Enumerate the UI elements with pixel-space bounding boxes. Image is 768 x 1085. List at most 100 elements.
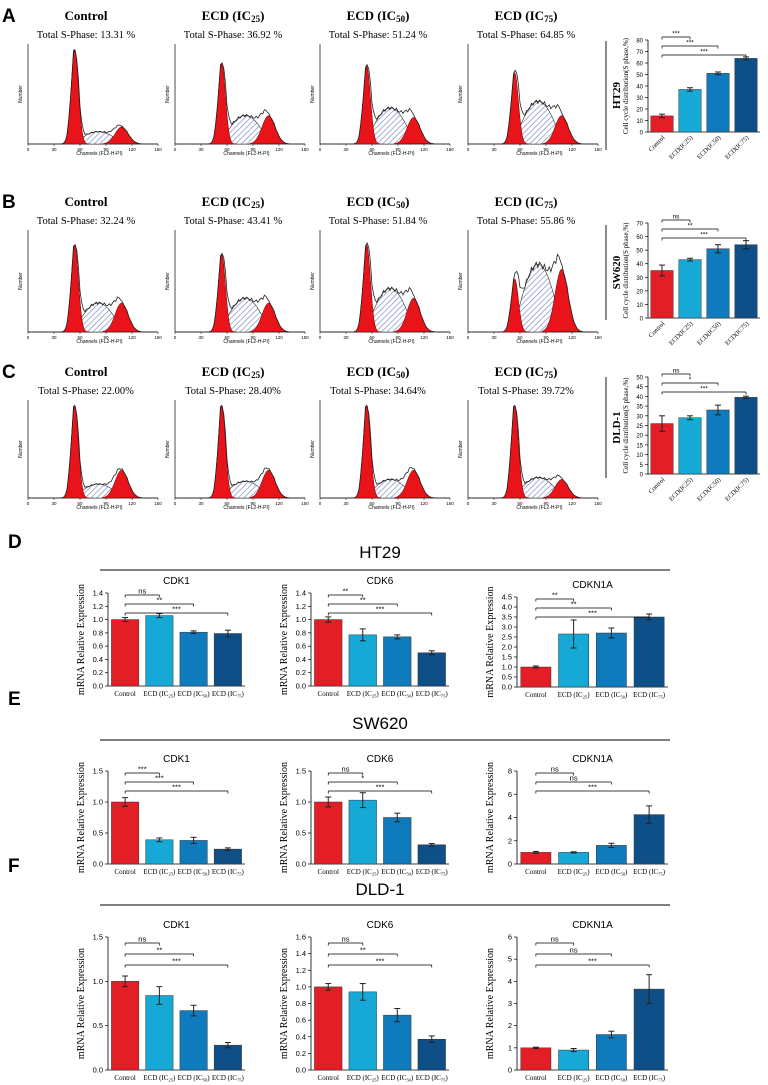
histogram-x-tick-label: 60 xyxy=(224,501,230,506)
histogram-x-tick-label: 90 xyxy=(103,501,109,506)
bar-1 xyxy=(348,634,377,687)
histogram-x-tick-label: 60 xyxy=(517,335,523,340)
histogram-A-2: ECD (IC50) Total S-Phase: 51.24 % 0 30 60 90 1… xyxy=(310,8,454,157)
histogram-x-axis-label: Channels (FL2-H-PI) xyxy=(76,339,122,345)
histogram-title-subscript: 25 xyxy=(251,370,261,380)
histogram-x-tick-label: 60 xyxy=(224,147,230,152)
histogram-x-axis-label: Channels (FL2-H-PI) xyxy=(76,505,122,511)
chart-y-tick-label: 0.8 xyxy=(93,628,103,637)
chart-y-tick-label: 1.0 xyxy=(93,798,103,807)
bar-chart-E-cdk1: CDK1 0.0 0.5 1.0 1.5 mRNA Relative Expression… xyxy=(76,754,245,877)
chart-category-subscript: 50 xyxy=(620,1078,625,1083)
chart-y-axis-label: mRNA Relative Expression xyxy=(279,948,290,1059)
histogram-title: ECD (IC25) xyxy=(202,364,265,380)
histogram-envelope xyxy=(468,253,598,333)
cell-line-label-B: SW620 xyxy=(611,255,623,289)
chart-category-subscript: 25 xyxy=(168,694,173,699)
histogram-x-tick-label: 60 xyxy=(77,501,83,506)
chart-category-close: ) xyxy=(376,690,379,698)
histogram-x-tick-label: 150 xyxy=(301,147,309,152)
significance-label-3: *** xyxy=(172,783,181,792)
bar-chart-F-cdkn1a: CDKN1A 0 1 2 3 4 5 6 mRNA Relative Expression Con… xyxy=(485,920,668,1083)
chart-category-label: ECD (IC50) xyxy=(178,868,211,877)
significance-label-2: ns xyxy=(570,774,578,783)
chart-y-tick-label: 0.6 xyxy=(296,1016,306,1025)
chart-category-close: ) xyxy=(625,691,628,699)
significance-label-1: ** xyxy=(552,591,558,600)
chart-y-tick-label: 2 xyxy=(508,1021,512,1030)
histogram-x-axis-label: Channels (FL2-H-PI) xyxy=(368,339,414,345)
chart-y-tick-label: 0.0 xyxy=(93,860,103,869)
chart-category-label: Control xyxy=(318,868,339,876)
chart-y-tick-label: 0.2 xyxy=(296,668,306,677)
chart-category-subscript: 25 xyxy=(583,1078,588,1083)
chart-category-subscript: 25 xyxy=(372,694,377,699)
chart-category-label: ECD (IC25) xyxy=(558,868,591,877)
histogram-title: Control xyxy=(64,194,107,209)
chart-category-subscript: 50 xyxy=(620,695,625,700)
significance-label-1: ns xyxy=(673,368,681,375)
chart-category-label: ECD (IC75) xyxy=(416,690,449,699)
histogram-title-close: ) xyxy=(260,8,264,23)
histogram-x-axis-label: Channels (FL2-H-PI) xyxy=(516,339,562,345)
histogram-x-tick-label: 30 xyxy=(491,147,497,152)
chart-category-label: ECD (IC75) xyxy=(416,868,449,877)
bar-chart-E-cdkn1a: CDKN1A 0 2 4 6 8 mRNA Relative Expression Contr… xyxy=(485,754,668,877)
histogram-x-tick-label: 0 xyxy=(174,147,177,152)
histogram-x-tick-label: 120 xyxy=(128,147,136,152)
chart-title: CDK1 xyxy=(163,920,190,931)
significance-label-3: *** xyxy=(700,49,708,56)
chart-y-tick-label: 0 xyxy=(640,131,644,137)
chart-y-axis-label: mRNA Relative Expression xyxy=(485,762,496,873)
chart-category-label: ECD (IC50) xyxy=(595,691,628,700)
panel-letter-A: A xyxy=(2,6,16,27)
significance-label-1: ns xyxy=(138,587,146,596)
significance-label-3: *** xyxy=(376,783,385,792)
chart-y-tick-label: 0.0 xyxy=(296,1066,306,1075)
chart-category-close: ) xyxy=(445,1074,448,1082)
chart-y-axis-label: mRNA Relative Expression xyxy=(279,762,290,873)
chart-y-tick-label: 15 xyxy=(636,443,643,449)
chart-y-tick-label: 0.0 xyxy=(296,682,306,691)
significance-label-2: ** xyxy=(360,946,366,955)
chart-category-subscript: 50 xyxy=(203,694,208,699)
bar-3 xyxy=(213,633,242,687)
chart-y-tick-label: 0.0 xyxy=(93,682,103,691)
chart-y-tick-label: 0.2 xyxy=(93,668,103,677)
significance-label-1: ns xyxy=(138,935,146,944)
chart-y-tick-label: 0.5 xyxy=(93,829,103,838)
bar-1 xyxy=(145,839,174,865)
chart-category-close: ) xyxy=(625,1074,628,1082)
histogram-y-axis-label: Number xyxy=(458,272,464,290)
chart-category-close: ) xyxy=(663,868,666,876)
histogram-envelope xyxy=(175,62,305,145)
bar-3 xyxy=(213,848,242,865)
chart-y-tick-label: 0.8 xyxy=(296,999,306,1008)
chart-category-label: ECD (IC25) xyxy=(347,690,380,699)
bar-3 xyxy=(417,844,446,865)
histogram-y-axis-label: Number xyxy=(18,440,24,458)
chart-y-tick-label: 0.4 xyxy=(296,1032,306,1041)
bar-chart-F-cdk1: CDK1 0.0 0.5 1.0 1.5 mRNA Relative Expression… xyxy=(76,920,245,1083)
significance-label-3: *** xyxy=(376,605,385,614)
chart-category-subscript: 25 xyxy=(372,872,377,877)
histogram-x-tick-label: 120 xyxy=(128,335,136,340)
chart-category-label: ECD (IC25) xyxy=(143,868,176,877)
chart-y-tick-label: 3.0 xyxy=(502,623,512,632)
histogram-x-tick-label: 30 xyxy=(198,147,204,152)
histogram-x-tick-label: 150 xyxy=(446,501,454,506)
bar-2 xyxy=(596,1034,627,1071)
histogram-x-tick-label: 150 xyxy=(301,501,309,506)
chart-category-label: ECD (IC50) xyxy=(595,1074,628,1083)
histogram-x-tick-label: 90 xyxy=(250,335,256,340)
bar-2 xyxy=(383,817,412,865)
histogram-y-axis-label: Number xyxy=(165,440,171,458)
chart-category-label: Control xyxy=(114,868,135,876)
bar-3 xyxy=(734,58,758,133)
cell-line-label-A: HT29 xyxy=(611,82,623,109)
chart-y-tick-label: 2.5 xyxy=(502,633,512,642)
bar-chart-A-ht29: 0 10 20 30 40 50 60 70 80 Cell cycle distribution… xyxy=(622,31,760,161)
bar-0 xyxy=(520,852,552,865)
significance-label-2: * xyxy=(689,377,692,384)
chart-category-close: ) xyxy=(207,690,210,698)
